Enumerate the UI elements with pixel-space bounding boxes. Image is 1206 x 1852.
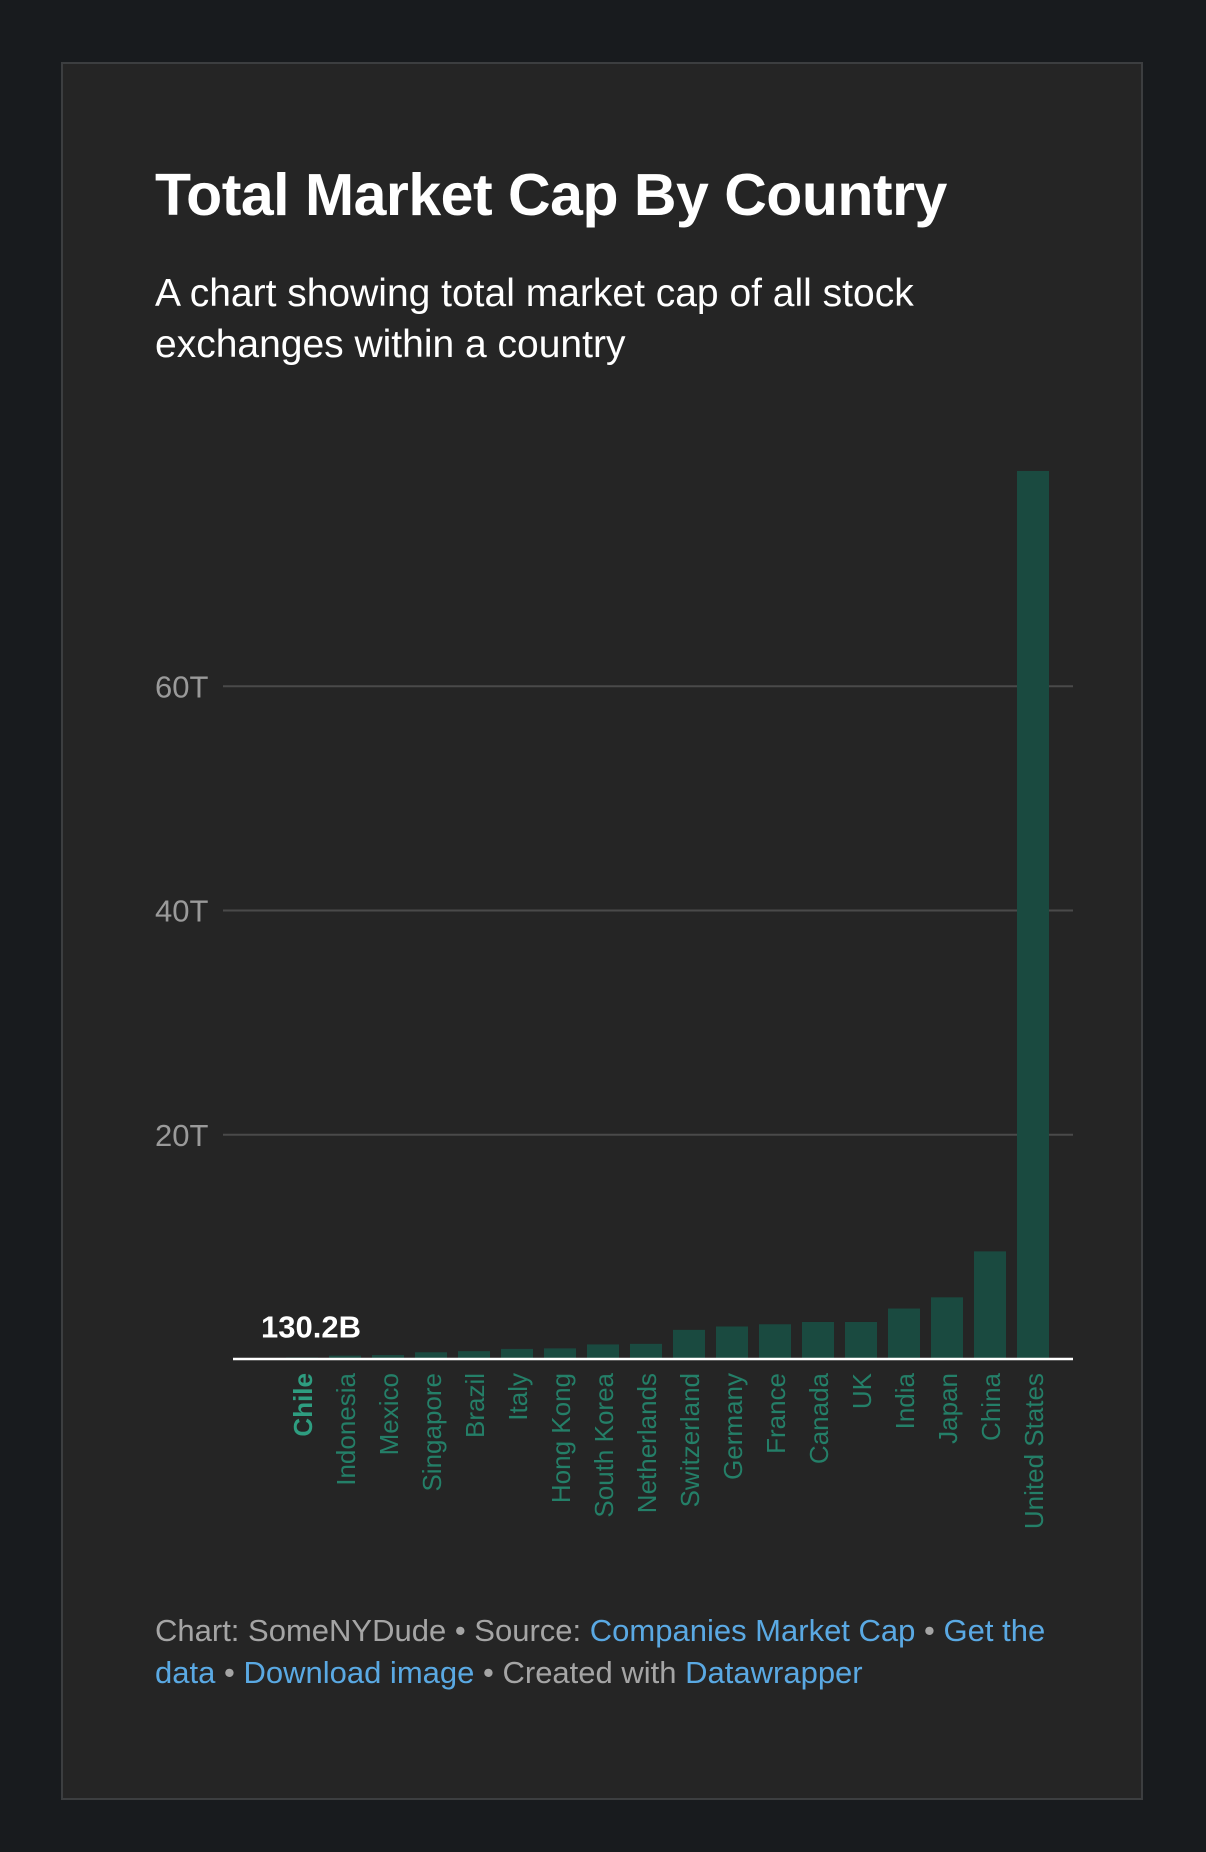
bar[interactable] bbox=[716, 1326, 748, 1359]
x-category-label: Netherlands bbox=[632, 1373, 662, 1513]
x-category-label: UK bbox=[847, 1372, 877, 1409]
chart-subtitle: A chart showing total market cap of all … bbox=[155, 272, 914, 366]
chart-title: Total Market Cap By Country bbox=[155, 162, 947, 228]
bar[interactable] bbox=[931, 1297, 963, 1359]
x-category-label: Indonesia bbox=[331, 1372, 361, 1485]
footer-separator: • bbox=[454, 1613, 466, 1648]
datawrapper-link[interactable]: Datawrapper bbox=[685, 1655, 863, 1690]
y-tick-label: 40T bbox=[155, 894, 208, 929]
bar[interactable] bbox=[372, 1355, 404, 1359]
bar[interactable] bbox=[544, 1348, 576, 1359]
bar[interactable] bbox=[845, 1321, 877, 1359]
y-tick-label: 20T bbox=[155, 1118, 208, 1153]
bar[interactable] bbox=[501, 1348, 533, 1359]
x-category-label: Germany bbox=[718, 1373, 748, 1480]
get-data-link[interactable]: Get the data bbox=[155, 1613, 1046, 1690]
footer-separator: • bbox=[223, 1655, 235, 1690]
footer-created-label: Created with bbox=[502, 1655, 677, 1690]
y-tick-label: 60T bbox=[155, 669, 208, 704]
bar[interactable] bbox=[759, 1324, 791, 1359]
chart-card: Total Market Cap By Country A chart show… bbox=[61, 62, 1143, 1800]
bar[interactable] bbox=[329, 1355, 361, 1359]
bar[interactable] bbox=[630, 1343, 662, 1359]
x-category-label: South Korea bbox=[589, 1372, 619, 1517]
x-category-label: China bbox=[976, 1372, 1006, 1440]
x-category-label: Canada bbox=[804, 1372, 834, 1464]
bar[interactable] bbox=[587, 1344, 619, 1359]
x-category-label: India bbox=[890, 1372, 920, 1429]
x-category-label: Singapore bbox=[417, 1373, 447, 1492]
x-category-label: Japan bbox=[933, 1373, 963, 1444]
x-category-label: Hong Kong bbox=[546, 1373, 576, 1503]
x-category-label: France bbox=[761, 1373, 791, 1454]
x-category-label: Chile bbox=[288, 1373, 318, 1437]
chart-footer: Chart: SomeNYDude • Source: Companies Ma… bbox=[155, 1610, 1055, 1694]
footer-credit: Chart: SomeNYDude bbox=[155, 1613, 447, 1648]
bar[interactable] bbox=[1017, 470, 1049, 1360]
source-link[interactable]: Companies Market Cap bbox=[589, 1613, 916, 1648]
footer-separator: • bbox=[483, 1655, 494, 1690]
bar[interactable] bbox=[888, 1308, 920, 1359]
x-category-label: Switzerland bbox=[675, 1373, 705, 1507]
footer-source-label: Source: bbox=[474, 1613, 582, 1648]
bar[interactable] bbox=[458, 1351, 490, 1359]
x-category-label: Italy bbox=[503, 1373, 533, 1421]
download-image-link[interactable]: Download image bbox=[243, 1655, 475, 1690]
x-category-label: United States bbox=[1019, 1373, 1049, 1529]
x-category-label: Brazil bbox=[460, 1373, 490, 1438]
bar[interactable] bbox=[802, 1321, 834, 1359]
x-category-label: Mexico bbox=[374, 1373, 404, 1455]
highlight-value-label: 130.2B bbox=[261, 1310, 361, 1345]
bar[interactable] bbox=[974, 1251, 1006, 1359]
bar[interactable] bbox=[415, 1352, 447, 1359]
footer-separator: • bbox=[924, 1613, 935, 1648]
bar[interactable] bbox=[673, 1329, 705, 1359]
bar-chart: 20T 40T 60T 130.2B Chile Indonesia Mexico Singa… bbox=[155, 470, 1073, 1529]
